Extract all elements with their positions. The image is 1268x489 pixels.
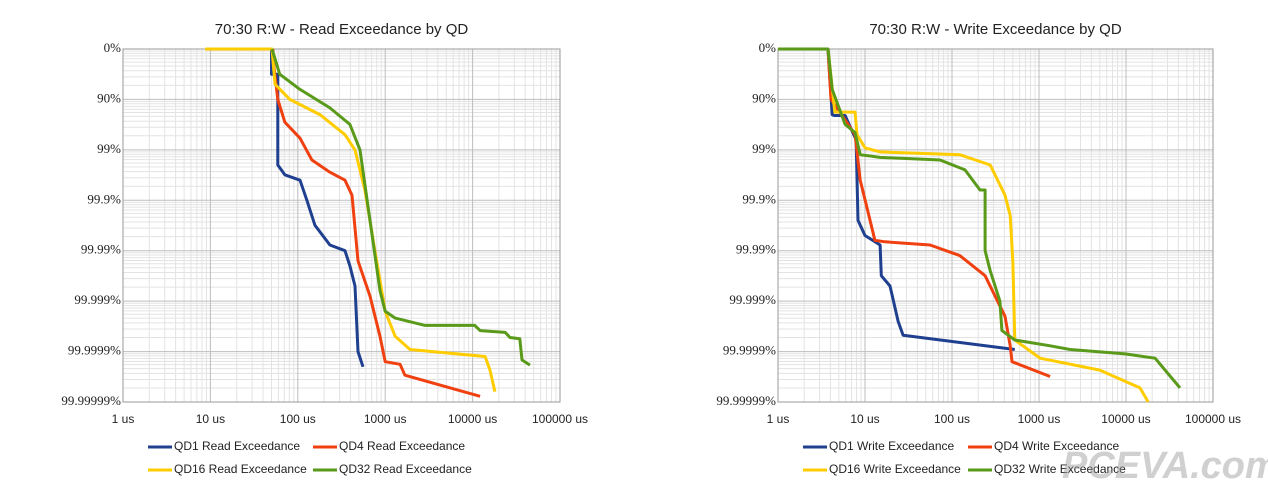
legend-label: QD1 Write Exceedance <box>829 439 954 453</box>
series-line <box>270 48 531 367</box>
legend-label: QD32 Read Exceedance <box>339 462 472 476</box>
y-tick-label: 99.9% <box>742 191 776 206</box>
series-line <box>826 48 1150 403</box>
y-tick-label: 99.99999% <box>61 393 121 408</box>
y-tick-label: 0% <box>104 40 122 55</box>
y-tick-label: 99.99999% <box>716 393 776 408</box>
x-tick-label: 100 us <box>280 412 316 426</box>
y-tick-label: 99.999% <box>74 292 121 307</box>
x-tick-label: 10000 us <box>1101 412 1150 426</box>
legend-label: QD16 Write Exceedance <box>829 462 961 476</box>
plot-frame <box>777 48 1214 403</box>
x-tick-label: 1 us <box>112 412 135 426</box>
plot-frame <box>122 48 561 403</box>
y-tick-label: 99% <box>97 141 121 156</box>
y-tick-label: 90% <box>752 90 776 105</box>
x-tick-label: 10 us <box>196 412 225 426</box>
y-tick-label: 99.999% <box>729 292 776 307</box>
y-tick-label: 99.99% <box>81 242 121 257</box>
chart-title: 70:30 R:W - Read Exceedance by QD <box>215 21 469 38</box>
chart: 70:30 R:W - Write Exceedance by QD 1 us 10… <box>716 21 1241 476</box>
x-tick-label: 100 us <box>934 412 970 426</box>
y-tick-label: 99.9999% <box>68 343 121 358</box>
x-tick-label: 100000 us <box>1185 412 1241 426</box>
x-tick-label: 100000 us <box>532 412 588 426</box>
x-tick-label: 10 us <box>850 412 879 426</box>
legend-label: QD16 Read Exceedance <box>174 462 307 476</box>
chart: 70:30 R:W - Read Exceedance by QD 1 us 10 … <box>61 21 588 476</box>
x-tick-label: 10000 us <box>448 412 497 426</box>
y-tick-label: 90% <box>97 90 121 105</box>
x-tick-label: 1000 us <box>1018 412 1061 426</box>
series-line <box>271 49 481 398</box>
y-tick-label: 99.99% <box>736 242 776 257</box>
series-line <box>826 48 1015 351</box>
y-tick-label: 99% <box>752 141 776 156</box>
y-tick-label: 99.9% <box>87 191 121 206</box>
x-tick-label: 1000 us <box>364 412 407 426</box>
legend-label: QD4 Write Exceedance <box>994 439 1119 453</box>
legend-label: QD4 Read Exceedance <box>339 439 465 453</box>
y-tick-label: 99.9999% <box>723 343 776 358</box>
legend-label: QD1 Read Exceedance <box>174 439 300 453</box>
chart-title: 70:30 R:W - Write Exceedance by QD <box>869 21 1121 38</box>
watermark: PCEVA.com.cn <box>1062 445 1268 487</box>
legend-label: QD32 Write Exceedance <box>994 462 1126 476</box>
y-tick-label: 0% <box>759 40 777 55</box>
series-line <box>778 47 1182 389</box>
x-tick-label: 1 us <box>767 412 790 426</box>
